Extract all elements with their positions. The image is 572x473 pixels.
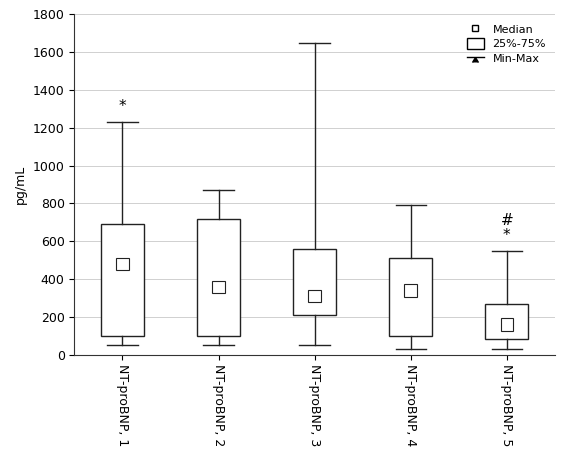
Bar [308, 290, 321, 302]
Y-axis label: pg/mL: pg/mL [14, 165, 27, 204]
Text: *: * [118, 99, 126, 114]
Bar [389, 258, 432, 336]
Bar [404, 284, 417, 297]
Bar [485, 304, 529, 339]
Bar [101, 224, 144, 336]
Bar [116, 258, 129, 270]
Bar [197, 219, 240, 336]
Text: #
*: # * [500, 213, 513, 243]
Legend: Median, 25%-75%, Min-Max: Median, 25%-75%, Min-Max [463, 20, 549, 68]
Bar [212, 280, 225, 293]
Bar [293, 249, 336, 315]
Bar [500, 318, 513, 331]
